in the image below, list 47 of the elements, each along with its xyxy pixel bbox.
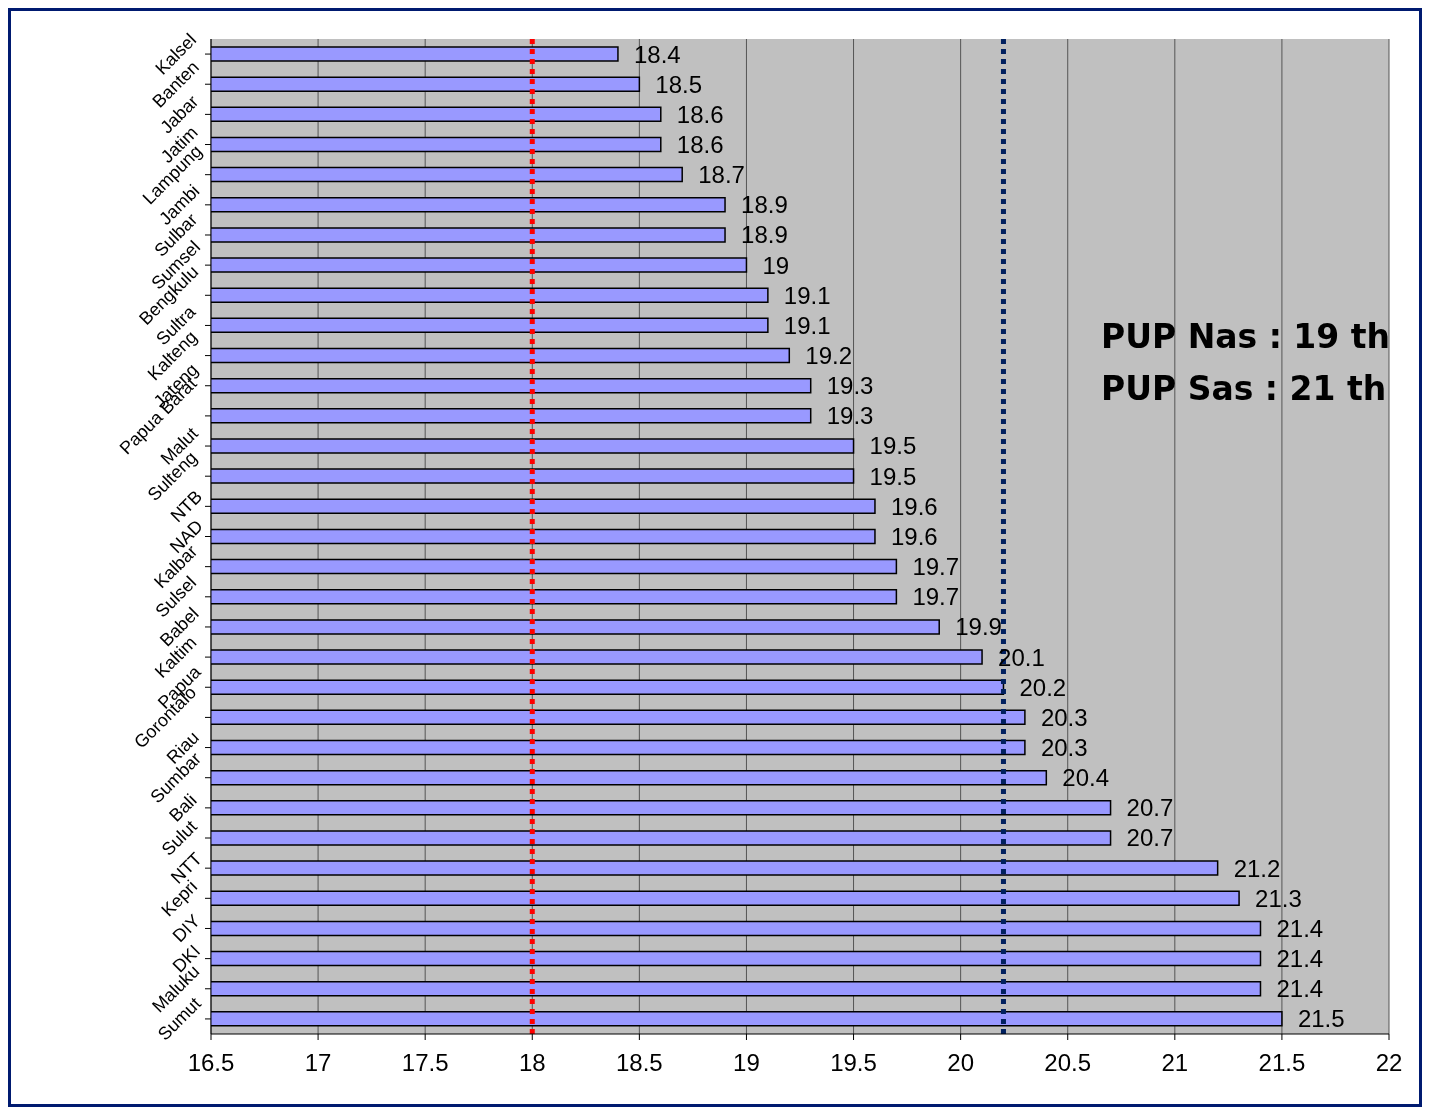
data-label: 21.5 bbox=[1297, 1005, 1345, 1033]
data-label: 19 bbox=[762, 251, 790, 279]
data-label: 21.2 bbox=[1233, 854, 1281, 882]
data-label: 18.9 bbox=[741, 191, 788, 219]
data-label: 21.4 bbox=[1276, 975, 1324, 1003]
x-tick-label: 17 bbox=[304, 1049, 332, 1077]
x-tick-label: 16.5 bbox=[187, 1049, 235, 1077]
x-tick-label: 21 bbox=[1161, 1049, 1189, 1077]
data-label: 19.7 bbox=[912, 583, 960, 611]
annotation: PUP Sas : 21 th bbox=[1101, 368, 1388, 410]
data-label: 18.6 bbox=[676, 130, 724, 158]
data-label: 19.7 bbox=[912, 553, 960, 581]
data-label: 20.4 bbox=[1062, 764, 1110, 792]
data-label: 20.3 bbox=[1040, 703, 1088, 731]
data-label: 19.9 bbox=[955, 613, 1002, 641]
data-label: 19.6 bbox=[890, 492, 938, 520]
x-tick-label: 20.5 bbox=[1044, 1049, 1092, 1077]
x-tick-label: 18.5 bbox=[616, 1049, 663, 1077]
data-label: 19.1 bbox=[783, 311, 831, 339]
x-tick-label: 17.5 bbox=[401, 1049, 449, 1077]
data-label: 20.2 bbox=[1019, 673, 1067, 701]
annotation: PUP Nas : 19 th bbox=[1101, 316, 1391, 358]
data-label: 20.7 bbox=[1126, 794, 1174, 822]
data-label: 18.9 bbox=[741, 221, 788, 249]
x-tick-label: 19 bbox=[733, 1049, 760, 1077]
x-tick-label: 18 bbox=[518, 1049, 546, 1077]
data-label: 21.3 bbox=[1255, 884, 1302, 912]
data-label: 18.4 bbox=[633, 40, 681, 68]
data-label: 19.3 bbox=[826, 402, 874, 430]
data-label: 19.1 bbox=[783, 281, 831, 309]
data-label: 20.3 bbox=[1040, 734, 1088, 761]
data-label: 20.1 bbox=[998, 643, 1045, 671]
x-tick-label: 19.5 bbox=[830, 1049, 877, 1077]
x-tick-label: 22 bbox=[1375, 1049, 1403, 1077]
data-label: 19.5 bbox=[869, 432, 917, 460]
data-label: 19.5 bbox=[869, 462, 917, 490]
data-label: 21.4 bbox=[1276, 914, 1324, 942]
data-label: 20.7 bbox=[1126, 824, 1174, 852]
data-label: 18.5 bbox=[655, 70, 703, 98]
x-tick-label: 21.5 bbox=[1258, 1049, 1306, 1077]
data-label: 19.6 bbox=[890, 522, 938, 550]
data-label: 18.6 bbox=[676, 100, 724, 128]
x-tick-label: 20 bbox=[947, 1049, 974, 1077]
data-label: 19.2 bbox=[805, 342, 853, 370]
data-label: 19.3 bbox=[826, 372, 874, 400]
data-label: 18.7 bbox=[698, 161, 745, 189]
data-label: 21.4 bbox=[1276, 945, 1324, 973]
